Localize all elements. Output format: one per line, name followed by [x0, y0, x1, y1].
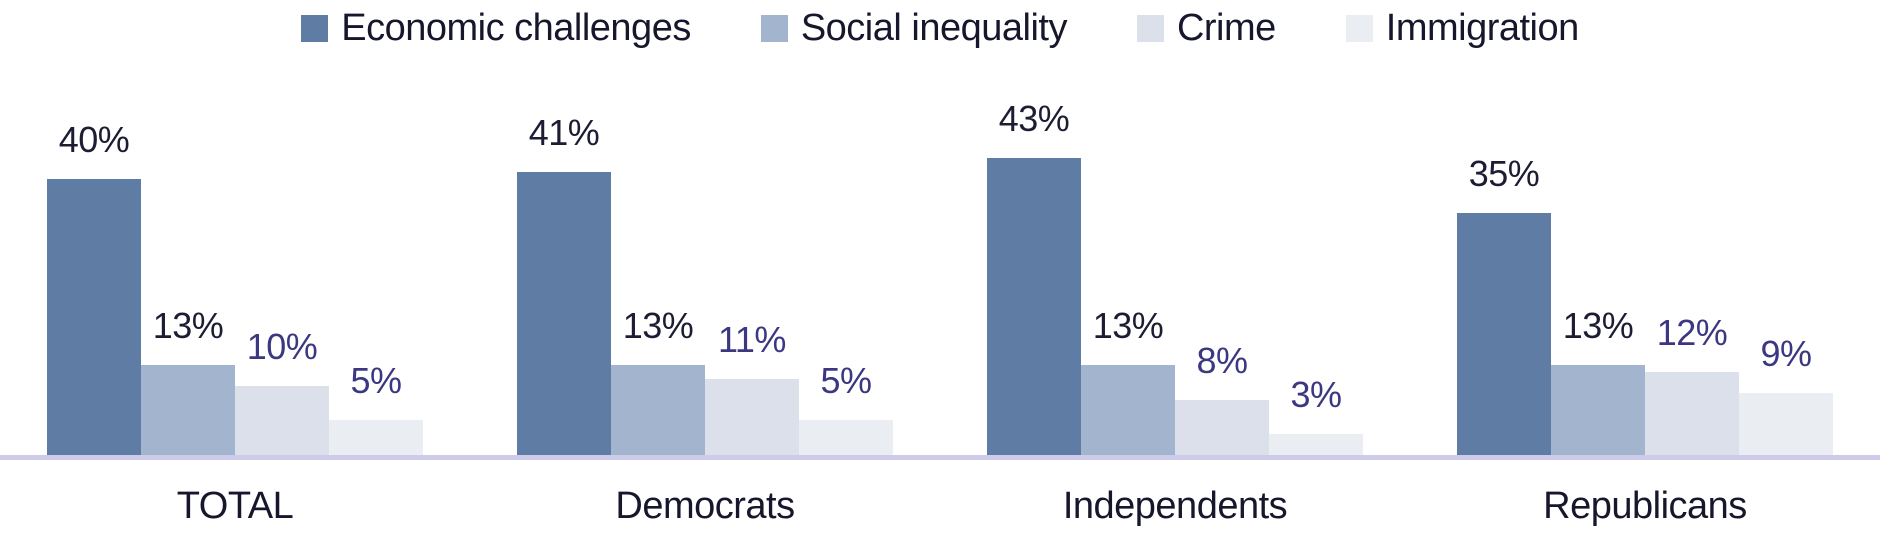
bar-with-label: 13%	[1551, 308, 1645, 455]
bar	[235, 386, 329, 455]
bar-with-label: 41%	[517, 115, 611, 455]
bar	[517, 172, 611, 455]
bar-with-label: 8%	[1175, 343, 1269, 455]
bar	[1269, 434, 1363, 455]
legend-item: Economic challenges	[301, 7, 691, 50]
bar-value-label: 40%	[58, 119, 130, 160]
bar	[47, 179, 141, 455]
bar-group: 35% 13% 12% 9%	[1410, 0, 1880, 455]
bar	[1645, 372, 1739, 455]
bar-with-label: 3%	[1269, 377, 1363, 455]
bar-with-label: 5%	[329, 363, 423, 455]
bar-with-label: 10%	[235, 329, 329, 455]
bar-with-label: 13%	[141, 308, 235, 455]
bar-with-label: 43%	[987, 101, 1081, 455]
bar	[611, 365, 705, 455]
category-axis: TOTAL Democrats Independents Republicans	[0, 485, 1880, 528]
category-label: Democrats	[615, 485, 795, 527]
bar-value-label: 5%	[350, 360, 402, 401]
bar-value-label: 11%	[718, 319, 786, 360]
bar	[1551, 365, 1645, 455]
legend-item-label: Immigration	[1385, 6, 1580, 49]
bar	[329, 420, 423, 455]
bar-with-label: 40%	[47, 122, 141, 455]
bar-value-label: 10%	[246, 326, 318, 367]
bar-group: 41% 13% 11% 5%	[470, 0, 940, 455]
legend-swatch-icon	[1345, 14, 1373, 42]
category-label: TOTAL	[176, 485, 294, 527]
bar-with-label: 5%	[799, 363, 893, 455]
category-label: Republicans	[1543, 485, 1747, 527]
bar-value-label: 8%	[1196, 340, 1248, 381]
bar	[1081, 365, 1175, 455]
legend-swatch-icon	[301, 14, 329, 42]
bar-group: 43% 13% 8% 3%	[940, 0, 1410, 455]
bar-with-label: 12%	[1645, 315, 1739, 455]
bar-value-label: 13%	[622, 305, 694, 346]
bar-value-label: 13%	[1092, 305, 1164, 346]
bar	[705, 379, 799, 455]
bar-group: 40% 13% 10% 5%	[0, 0, 470, 455]
legend-item-label: Social inequality	[800, 6, 1068, 49]
legend-swatch-icon	[1136, 14, 1164, 42]
legend: Economic challenges Social inequality Crim…	[0, 4, 1880, 52]
category-label: Independents	[1062, 485, 1288, 527]
bar-with-label: 35%	[1457, 156, 1551, 455]
bar	[141, 365, 235, 455]
bar	[1457, 213, 1551, 455]
legend-item: Crime	[1136, 6, 1276, 50]
bar-with-label: 9%	[1739, 336, 1833, 455]
bar	[799, 420, 893, 455]
legend-item-label: Crime	[1176, 6, 1276, 49]
bar-with-label: 11%	[705, 322, 799, 455]
bar-value-label: 12%	[1656, 312, 1728, 353]
bar-with-label: 13%	[611, 308, 705, 455]
bar-value-label: 9%	[1760, 333, 1812, 374]
bar	[987, 158, 1081, 455]
legend-swatch-icon	[760, 14, 788, 42]
bar-value-label: 13%	[152, 305, 224, 346]
legend-item: Immigration	[1345, 6, 1580, 50]
bar-value-label: 41%	[528, 112, 600, 153]
bar-value-label: 35%	[1468, 153, 1540, 194]
legend-item: Social inequality	[760, 6, 1068, 50]
x-axis-line	[0, 455, 1880, 460]
bar-value-label: 43%	[998, 98, 1070, 139]
bar	[1175, 400, 1269, 455]
bar-value-label: 3%	[1290, 374, 1342, 415]
plot-area: 40% 13% 10% 5% 41% 13% 11% 5% 43% 13% 8% 3% 35% 13% 12…	[0, 0, 1880, 455]
legend-item-label: Economic challenges	[341, 6, 691, 49]
bar-with-label: 13%	[1081, 308, 1175, 455]
bar	[1739, 393, 1833, 455]
bar-value-label: 5%	[820, 360, 872, 401]
bar-value-label: 13%	[1562, 305, 1634, 346]
